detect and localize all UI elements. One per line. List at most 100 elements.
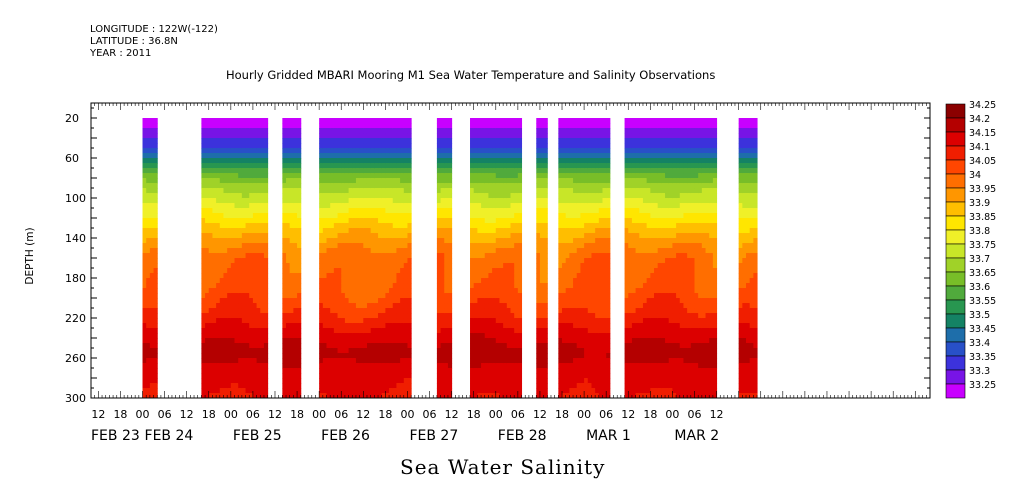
salinity-cell (219, 183, 224, 189)
salinity-cell (503, 313, 508, 319)
salinity-cell (245, 388, 250, 394)
salinity-cell (506, 318, 511, 324)
salinity-cell (602, 118, 607, 124)
salinity-cell (576, 268, 581, 274)
salinity-cell (208, 353, 213, 359)
salinity-cell (573, 318, 578, 324)
salinity-cell (352, 243, 357, 249)
salinity-cell (407, 373, 412, 379)
salinity-cell (602, 373, 607, 379)
salinity-cell (293, 163, 298, 169)
salinity-cell (363, 148, 368, 154)
salinity-cell (289, 318, 294, 324)
salinity-cell (282, 283, 287, 289)
salinity-cell (517, 148, 523, 154)
salinity-cell (359, 313, 364, 319)
salinity-cell (219, 133, 224, 139)
salinity-cell (477, 228, 482, 234)
salinity-cell (149, 168, 155, 174)
salinity-cell (359, 368, 364, 374)
salinity-cell (230, 153, 236, 159)
salinity-cell (514, 308, 519, 314)
salinity-cell (569, 253, 574, 259)
salinity-cell (447, 288, 453, 294)
salinity-cell (230, 118, 236, 124)
salinity-cell (330, 373, 335, 379)
salinity-cell (344, 253, 350, 259)
salinity-cell (341, 198, 346, 204)
salinity-cell (293, 368, 298, 374)
salinity-cell (142, 218, 147, 224)
salinity-cell (352, 118, 357, 124)
salinity-cell (322, 313, 328, 319)
salinity-cell (263, 303, 269, 309)
salinity-cell (344, 238, 350, 244)
salinity-cell (499, 213, 504, 219)
salinity-cell (624, 233, 629, 239)
salinity-cell (282, 143, 287, 149)
salinity-cell (400, 348, 405, 354)
salinity-cell (624, 373, 629, 379)
salinity-cell (403, 343, 408, 349)
salinity-cell (234, 363, 239, 369)
salinity-cell (282, 388, 287, 394)
salinity-cell (444, 238, 449, 244)
salinity-cell (510, 363, 515, 369)
salinity-cell (238, 188, 243, 194)
salinity-cell (241, 233, 247, 239)
salinity-cell (330, 243, 335, 249)
mooring-metadata: LONGITUDE : 122W(-122) LATITUDE : 36.8N … (90, 24, 218, 60)
salinity-cell (263, 273, 269, 279)
salinity-cell (536, 148, 541, 154)
salinity-cell (473, 393, 478, 399)
salinity-cell (256, 318, 261, 324)
salinity-cell (492, 263, 497, 269)
salinity-cell (344, 153, 350, 159)
salinity-cell (322, 383, 328, 389)
salinity-cell (440, 223, 445, 229)
salinity-cell (403, 313, 408, 319)
salinity-cell (381, 268, 386, 274)
salinity-cell (407, 383, 412, 389)
salinity-cell (558, 323, 563, 329)
salinity-cell (322, 243, 328, 249)
salinity-cell (234, 168, 239, 174)
salinity-cell (598, 128, 603, 134)
salinity-cell (514, 243, 519, 249)
salinity-cell (492, 223, 497, 229)
salinity-cell (366, 323, 372, 329)
salinity-cell (506, 368, 511, 374)
salinity-cell (495, 193, 500, 199)
salinity-cell (536, 298, 541, 304)
salinity-cell (606, 163, 611, 169)
salinity-cell (510, 263, 515, 269)
salinity-cell (470, 213, 475, 219)
salinity-cell (381, 298, 386, 304)
salinity-cell (392, 233, 397, 239)
salinity-cell (219, 233, 224, 239)
salinity-cell (385, 143, 390, 149)
salinity-cell (252, 283, 258, 289)
salinity-cell (249, 278, 254, 284)
salinity-cell (216, 123, 221, 129)
salinity-cell (337, 168, 342, 174)
salinity-cell (212, 173, 217, 179)
salinity-cell (488, 248, 493, 254)
salinity-cell (488, 278, 493, 284)
salinity-cell (234, 193, 239, 199)
salinity-cell (558, 348, 563, 354)
salinity-cell (440, 163, 445, 169)
salinity-cell (153, 193, 158, 199)
salinity-cell (205, 328, 210, 334)
salinity-cell (201, 168, 206, 174)
salinity-cell (624, 223, 629, 229)
salinity-cell (444, 358, 449, 364)
salinity-cell (374, 263, 379, 269)
salinity-cell (602, 153, 607, 159)
salinity-cell (153, 133, 158, 139)
salinity-cell (146, 188, 151, 194)
salinity-cell (510, 268, 515, 274)
salinity-cell (146, 228, 151, 234)
salinity-cell (573, 298, 578, 304)
salinity-cell (569, 248, 574, 254)
